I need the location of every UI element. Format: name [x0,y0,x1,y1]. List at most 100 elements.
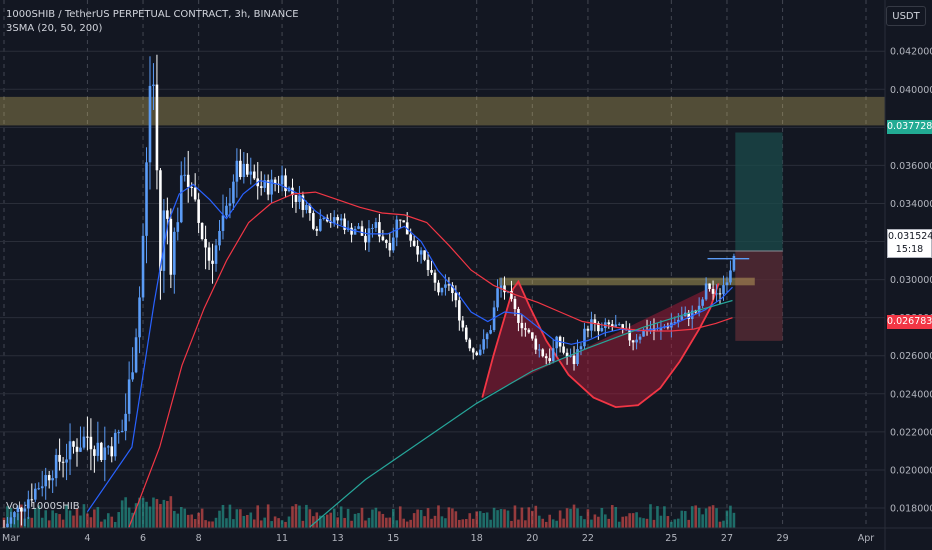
candle-body [666,326,670,328]
volume-bar [409,519,412,528]
volume-bar [239,509,242,528]
volume-bar [232,519,235,528]
volume-bar [152,497,155,528]
volume-bar [318,515,322,528]
candle-body [544,356,548,359]
volume-bar [169,496,173,528]
volume-bar [722,520,725,528]
volume-bar [113,521,117,528]
volume-bar [61,519,65,528]
time-tick-label: 20 [526,533,538,544]
indicator-label[interactable]: 3SMA (20, 50, 200) [6,23,103,34]
cup-fill [482,281,719,408]
volume-bar [211,521,214,528]
candle-body [635,339,638,343]
volume-bar [558,510,562,528]
time-tick-label: 27 [721,533,733,544]
candle-body [89,436,93,450]
symbol-title[interactable]: 1000SHIB / TetherUS PERPETUAL CONTRACT, … [6,9,299,20]
candle-body [489,330,492,334]
volume-bar [520,507,524,528]
candle-body [141,235,145,298]
candle-body [58,454,61,462]
price-tick-label: 0.036000 [890,161,932,172]
candle-body [423,250,426,260]
candle-body [312,213,315,229]
volume-bar [704,508,708,528]
volume-bar [572,504,576,528]
candle-body [204,239,207,248]
candle-body [357,226,360,229]
volume-bar [489,519,492,528]
volume-bar [197,512,200,528]
volume-bar [576,508,579,528]
volume-bar [277,518,280,528]
volume-bar [562,518,565,528]
candle-body [562,346,565,353]
volume-bar [110,516,114,528]
candle-body [711,288,715,294]
candle-body [197,199,200,223]
price-tick-label: 0.018000 [890,504,932,515]
candle-body [732,255,736,271]
volume-bar [54,513,58,528]
candle-body [524,328,527,330]
candle-body [690,310,694,319]
time-tick-label: 4 [84,533,90,544]
volume-bar [89,517,93,528]
volume-bar [40,517,44,528]
candle-body [381,236,385,241]
volume-bar [51,510,54,528]
candle-body [430,270,433,273]
candle-body [569,355,572,357]
candle-body [520,322,524,329]
volume-bar [610,505,614,528]
volume-bar [617,521,621,528]
volume-bar [193,519,197,528]
volume-bar [586,509,590,528]
volume-bar [565,508,569,528]
volume-bar [600,507,604,528]
sma-lines [86,179,733,528]
price-tick-label: 0.040000 [890,85,932,96]
time-tick-label: Apr [858,533,875,544]
candle-body [145,162,148,236]
volume-bar [475,511,479,528]
candle-body [190,186,193,188]
volume-label[interactable]: Vol · 1000SHIB [6,501,80,512]
volume-bar [659,515,663,528]
volume-bar [503,509,506,528]
breakout-zone [498,277,755,286]
candle-body [517,309,520,323]
volume-bar [468,513,472,528]
candle-body [590,319,593,331]
candle-body [388,242,392,251]
candle-body [492,307,496,331]
cup-pattern[interactable] [481,279,720,409]
volume-bar [124,497,127,528]
candle-body [270,179,273,195]
candle-body [527,329,531,333]
volume-bar [249,512,253,528]
candle-body [93,449,96,456]
volume-bar [485,512,489,528]
candle-body [211,260,214,264]
volume-bar [398,506,402,528]
time-tick-label: 25 [665,533,677,544]
candle-body [419,250,423,255]
long-position-tool[interactable] [498,132,783,341]
volume-bar [308,509,312,528]
candle-body [642,329,645,337]
time-axis[interactable]: Mar 4 6 8 11 13 15 18 20 22 25 27 29 Apr [0,527,932,544]
candle-body [336,217,339,221]
volume-bar [527,507,531,528]
volume-bar [148,506,152,528]
time-tick-label: 13 [332,533,344,544]
candle-body [364,235,367,243]
volume-bar [221,504,225,528]
volume-bar [30,517,34,528]
volume-bar [621,516,624,528]
volume-bar [75,508,79,528]
currency-button[interactable]: USDT [886,6,926,26]
